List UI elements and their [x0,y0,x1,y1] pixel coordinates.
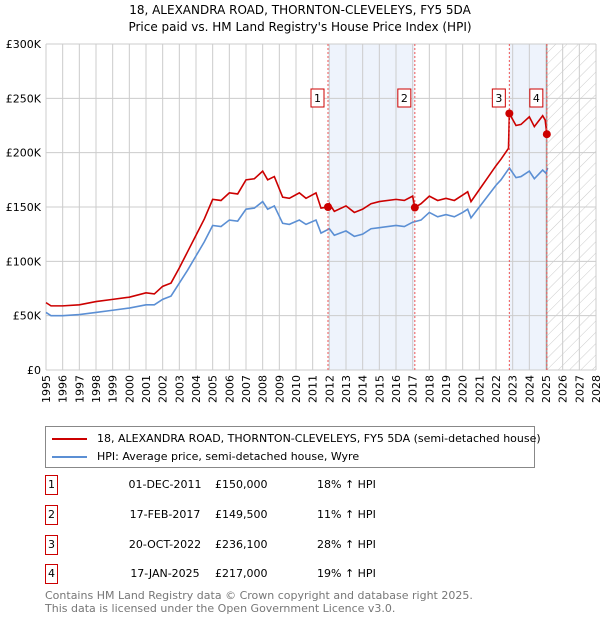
x-tick-label: 2027 [573,375,586,403]
x-tick-label: 2008 [257,375,270,403]
x-tick-label: 1997 [73,375,86,403]
footer-copyright: Contains HM Land Registry data © Crown c… [45,589,473,602]
sale-date: 17-JAN-2025 [130,567,200,580]
sale-label-number: 3 [495,92,502,105]
table-row: 4 17-JAN-2025 £217,000 19% ↑ HPI [45,564,445,584]
sale-label-box [529,88,544,108]
price-chart: 18, ALEXANDRA ROAD, THORNTON-CLEVELEYS, … [6,3,600,403]
legend-item-hpi: HPI: Average price, semi-detached house,… [52,450,359,463]
y-tick-label: £200K [6,147,42,160]
x-tick-label: 1998 [90,375,103,403]
x-tick-label: 2001 [140,375,153,403]
sale-date: 01-DEC-2011 [128,478,202,491]
x-tick-label: 2023 [507,375,520,403]
table-row: 1 01-DEC-2011 £150,000 18% ↑ HPI [45,475,445,495]
red-line-swatch [52,437,87,440]
sale-number-badge: 4 [45,564,58,584]
sale-number-badge: 3 [45,535,58,555]
sale-label-number: 4 [533,92,540,105]
sale-price: £236,100 [215,538,268,551]
sale-price: £149,500 [215,508,268,521]
sale-date: 20-OCT-2022 [128,538,202,551]
x-tick-label: 2012 [323,375,336,403]
y-tick-label: £250K [6,92,42,105]
legend-item-price-paid: 18, ALEXANDRA ROAD, THORNTON-CLEVELEYS, … [52,432,541,445]
sale-hpi-diff: 18% ↑ HPI [317,478,376,491]
x-tick-label: 2013 [340,375,353,403]
sale-price: £150,000 [215,478,268,491]
sale-point [505,109,514,118]
x-tick-label: 2000 [123,375,136,403]
x-tick-label: 2003 [173,375,186,403]
y-tick-label: £100K [6,255,42,268]
x-tick-label: 2028 [590,375,600,403]
x-tick-label: 2019 [440,375,453,403]
x-tick-label: 2004 [190,375,203,403]
y-tick-label: £50K [13,310,42,323]
legend-label: HPI: Average price, semi-detached house,… [97,450,360,463]
y-tick-label: £150K [6,201,42,214]
x-tick-label: 2009 [273,375,286,403]
sale-label-box [491,88,506,108]
table-row: 2 17-FEB-2017 £149,500 11% ↑ HPI [45,505,445,525]
y-tick-label: £0 [27,364,41,377]
x-tick-label: 2011 [307,375,320,403]
hpi-line [45,166,549,317]
sale-hpi-diff: 28% ↑ HPI [317,538,376,551]
sale-number-badge: 1 [45,475,58,495]
sale-point [542,130,551,139]
x-tick-label: 2017 [407,375,420,403]
x-tick-label: 2022 [490,375,503,403]
chart-subtitle: Price paid vs. HM Land Registry's House … [128,20,471,34]
sale-point [410,203,419,212]
x-tick-label: 2018 [423,375,436,403]
x-tick-label: 2025 [540,375,553,403]
x-tick-label: 2002 [157,375,170,403]
x-tick-label: 2010 [290,375,303,403]
legend-label: 18, ALEXANDRA ROAD, THORNTON-CLEVELEYS, … [97,432,541,445]
sale-label-box [310,88,325,108]
x-tick-label: 2014 [357,375,370,403]
x-tick-label: 2005 [207,375,220,403]
x-tick-label: 1996 [57,375,70,403]
blue-line-swatch [52,455,87,458]
x-tick-label: 2020 [457,375,470,403]
x-tick-label: 1999 [107,375,120,403]
sale-number-badge: 2 [45,505,58,525]
y-tick-label: £300K [6,38,42,51]
footer-licence: This data is licensed under the Open Gov… [45,602,396,615]
x-tick-label: 2024 [523,375,536,403]
x-tick-label: 2015 [373,375,386,403]
x-tick-label: 2007 [240,375,253,403]
x-tick-label: 2016 [390,375,403,403]
sale-point [324,203,332,211]
x-tick-label: 2021 [473,375,486,403]
table-row: 3 20-OCT-2022 £236,100 28% ↑ HPI [45,535,445,555]
x-tick-label: 2006 [223,375,236,403]
sale-label-box [397,88,412,108]
sale-hpi-diff: 19% ↑ HPI [317,567,376,580]
legend: 18, ALEXANDRA ROAD, THORNTON-CLEVELEYS, … [45,426,541,468]
chart-title: 18, ALEXANDRA ROAD, THORNTON-CLEVELEYS, … [129,3,471,17]
sale-label-number: 1 [314,92,321,105]
sale-date: 17-FEB-2017 [129,508,201,521]
x-tick-label: 1995 [40,375,53,403]
sale-label-number: 2 [401,92,408,105]
sale-price: £217,000 [215,567,268,580]
x-tick-label: 2026 [557,375,570,403]
sale-hpi-diff: 11% ↑ HPI [317,508,376,521]
